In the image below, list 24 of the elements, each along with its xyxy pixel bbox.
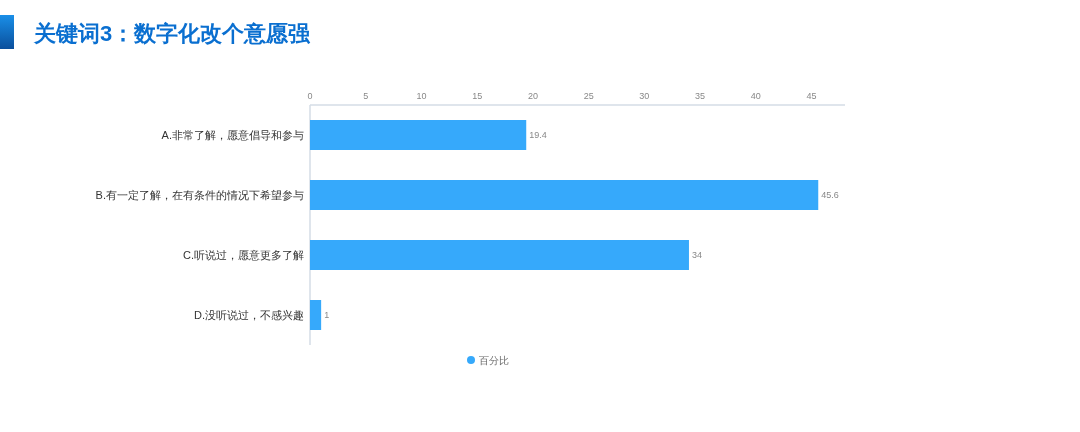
bar (310, 240, 689, 270)
bar (310, 120, 527, 150)
x-tick-label: 0 (307, 91, 313, 101)
legend-label: 百分比 (479, 354, 509, 366)
x-tick-label: 10 (416, 91, 427, 101)
x-tick-label: 25 (583, 91, 594, 101)
bar (310, 300, 322, 330)
x-tick-label: 35 (695, 91, 706, 101)
y-tick-label: B.有一定了解，在有条件的情况下希望参与 (95, 188, 304, 201)
data-label: 45.6 (821, 190, 839, 201)
x-tick-label: 5 (363, 91, 369, 101)
x-tick-label: 30 (639, 91, 650, 101)
chart-title: 关键词3：数字化改个意愿强 (33, 20, 312, 46)
data-label: 1 (324, 310, 330, 321)
y-tick-label: D.没听说过，不感兴趣 (194, 308, 304, 321)
y-tick-label: C.听说过，愿意更多了解 (183, 248, 304, 261)
bar (310, 180, 819, 210)
y-tick-label: A.非常了解，愿意倡导和参与 (161, 128, 304, 141)
x-tick-label: 45 (806, 91, 817, 101)
data-label: 19.4 (529, 130, 547, 141)
x-tick-label: 40 (750, 91, 761, 101)
x-tick-label: 20 (527, 91, 538, 101)
data-label: 34 (691, 250, 702, 261)
x-tick-label: 15 (472, 91, 483, 101)
